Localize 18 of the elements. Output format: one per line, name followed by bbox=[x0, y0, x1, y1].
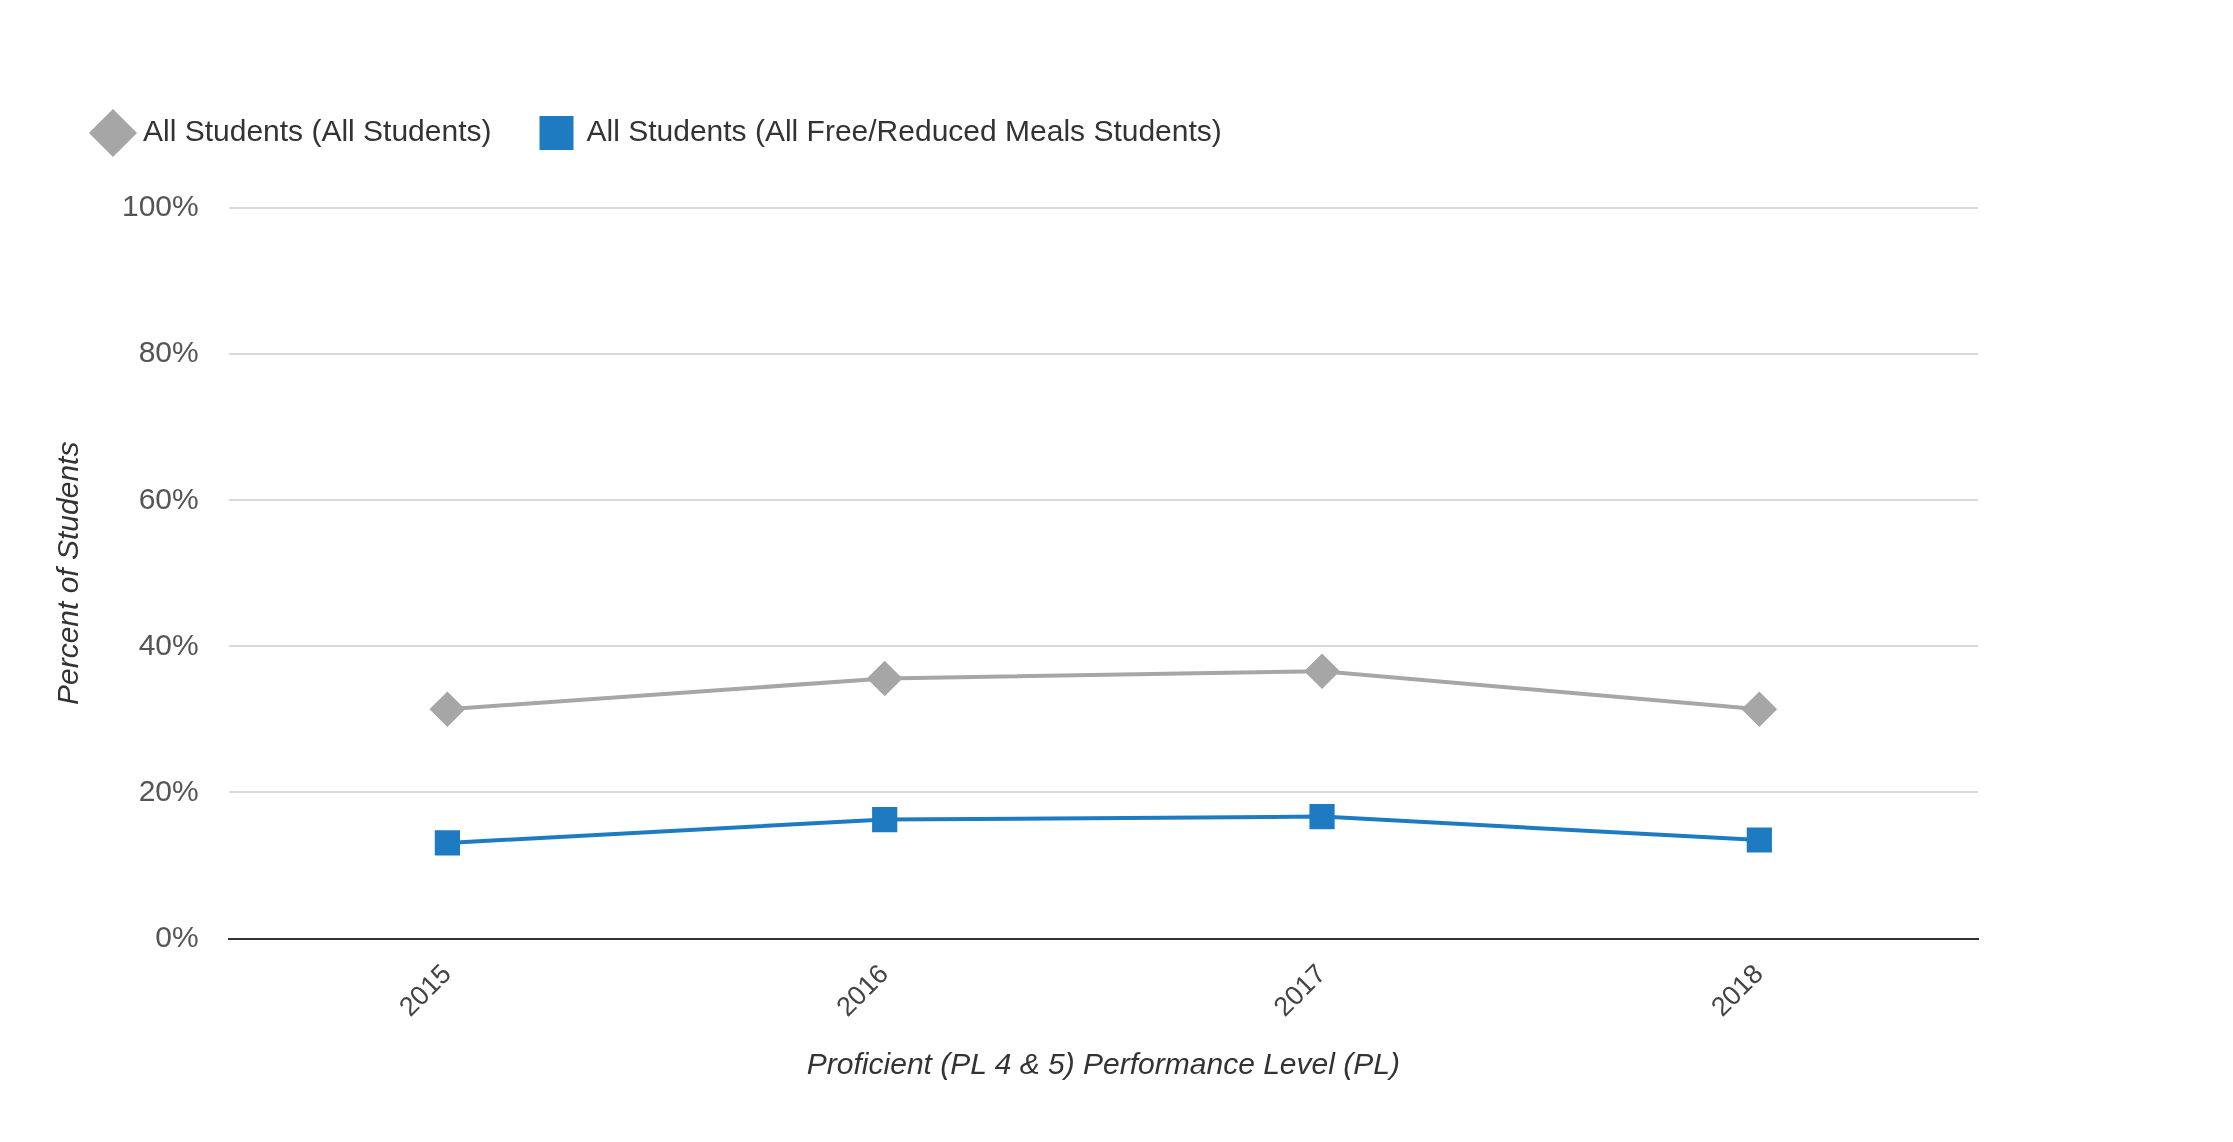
point bbox=[867, 661, 902, 696]
legend-label: All Students (All Students) bbox=[143, 114, 492, 148]
legend-label: All Students (All Free/Reduced Meals Students) bbox=[586, 114, 1222, 148]
y-tick-label: 40% bbox=[138, 627, 199, 661]
x-axis-title: Proficient (PL 4 & 5) Performance Level (PL) bbox=[806, 1047, 1400, 1081]
point bbox=[872, 806, 898, 833]
point bbox=[1746, 827, 1772, 853]
y-tick-label: 100% bbox=[121, 189, 199, 223]
point bbox=[1309, 804, 1335, 830]
point bbox=[434, 830, 460, 856]
point bbox=[430, 692, 465, 727]
y-tick-label: 80% bbox=[138, 335, 199, 369]
y-tick-label: 0% bbox=[155, 919, 199, 953]
point bbox=[1305, 654, 1340, 689]
y-tick-label: 60% bbox=[138, 481, 199, 515]
y-axis-title: Percent of Students bbox=[51, 441, 85, 706]
y-tick-label: 20% bbox=[138, 773, 199, 807]
point bbox=[1742, 692, 1777, 727]
